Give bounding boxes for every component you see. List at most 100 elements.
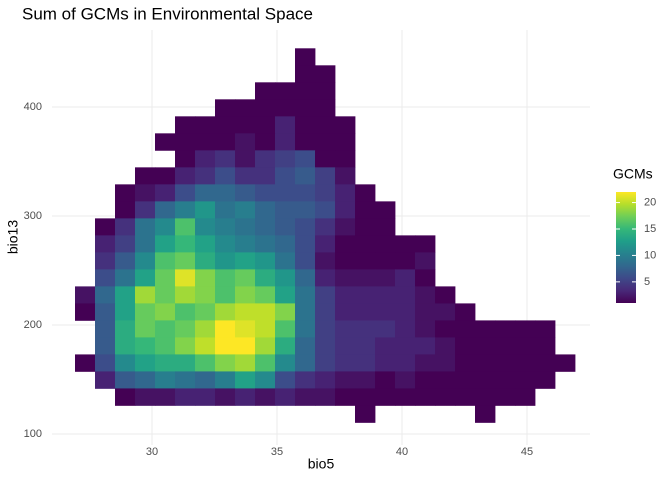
tile [215, 116, 236, 134]
tile [95, 269, 116, 287]
chart-title: Sum of GCMs in Environmental Space [22, 4, 313, 23]
tile [115, 337, 136, 355]
tile [195, 235, 216, 253]
tile [375, 269, 396, 287]
tile [155, 133, 176, 151]
tile [215, 303, 236, 321]
tile [195, 133, 216, 151]
tile [475, 337, 496, 355]
tile [315, 320, 336, 338]
tile [315, 252, 336, 270]
tile [235, 150, 256, 168]
tile [315, 337, 336, 355]
tile [275, 252, 296, 270]
tile [275, 371, 296, 389]
tile [95, 320, 116, 338]
tile [115, 320, 136, 338]
tile [555, 354, 576, 372]
x-tick-label: 30 [146, 446, 158, 458]
tile [175, 235, 196, 253]
legend-tick-label: 20 [644, 196, 656, 208]
tile [295, 354, 316, 372]
colorbar [616, 192, 636, 303]
tile [395, 320, 416, 338]
tile [295, 116, 316, 134]
tile [335, 286, 356, 304]
tile [415, 252, 436, 270]
tile [335, 167, 356, 185]
tile [175, 167, 196, 185]
tile [215, 218, 236, 236]
tile [315, 116, 336, 134]
tile [375, 235, 396, 253]
tile [115, 184, 136, 202]
tile [215, 150, 236, 168]
tile [175, 320, 196, 338]
tile [335, 388, 356, 406]
tile [255, 354, 276, 372]
tile [295, 99, 316, 117]
tile [255, 235, 276, 253]
tile [435, 388, 456, 406]
tile [95, 252, 116, 270]
tile [115, 286, 136, 304]
tile [175, 252, 196, 270]
tile [215, 184, 236, 202]
tile [275, 116, 296, 134]
tile [215, 371, 236, 389]
tile [195, 150, 216, 168]
tile [355, 235, 376, 253]
tile [215, 235, 236, 253]
tile [315, 65, 336, 83]
tile [295, 133, 316, 151]
tile [235, 337, 256, 355]
tile [395, 354, 416, 372]
tile [375, 201, 396, 219]
tile [275, 99, 296, 117]
tile [235, 388, 256, 406]
tile [235, 184, 256, 202]
tile [155, 252, 176, 270]
tile [375, 354, 396, 372]
tile [315, 286, 336, 304]
tile [355, 303, 376, 321]
tile [215, 252, 236, 270]
tile [275, 320, 296, 338]
tile [195, 218, 216, 236]
tile [395, 388, 416, 406]
tile [295, 388, 316, 406]
tile [495, 320, 516, 338]
tile [295, 235, 316, 253]
tile [335, 201, 356, 219]
tile [295, 167, 316, 185]
tile [115, 235, 136, 253]
tile [295, 218, 316, 236]
tile [255, 371, 276, 389]
tile [515, 354, 536, 372]
tile [355, 337, 376, 355]
tile [495, 354, 516, 372]
tile [335, 252, 356, 270]
tile [315, 133, 336, 151]
tile [355, 405, 376, 423]
tile [75, 354, 96, 372]
tile [435, 286, 456, 304]
tile [255, 252, 276, 270]
tile [195, 184, 216, 202]
tile [255, 320, 276, 338]
tile [155, 388, 176, 406]
tile [435, 371, 456, 389]
x-tick-label: 40 [396, 446, 408, 458]
tile [275, 167, 296, 185]
tile [455, 388, 476, 406]
tile [175, 354, 196, 372]
tile [355, 201, 376, 219]
tile [535, 337, 556, 355]
tile [355, 286, 376, 304]
tile [295, 286, 316, 304]
tile [415, 286, 436, 304]
tile [155, 201, 176, 219]
tile [135, 354, 156, 372]
tile [435, 337, 456, 355]
tile [95, 371, 116, 389]
